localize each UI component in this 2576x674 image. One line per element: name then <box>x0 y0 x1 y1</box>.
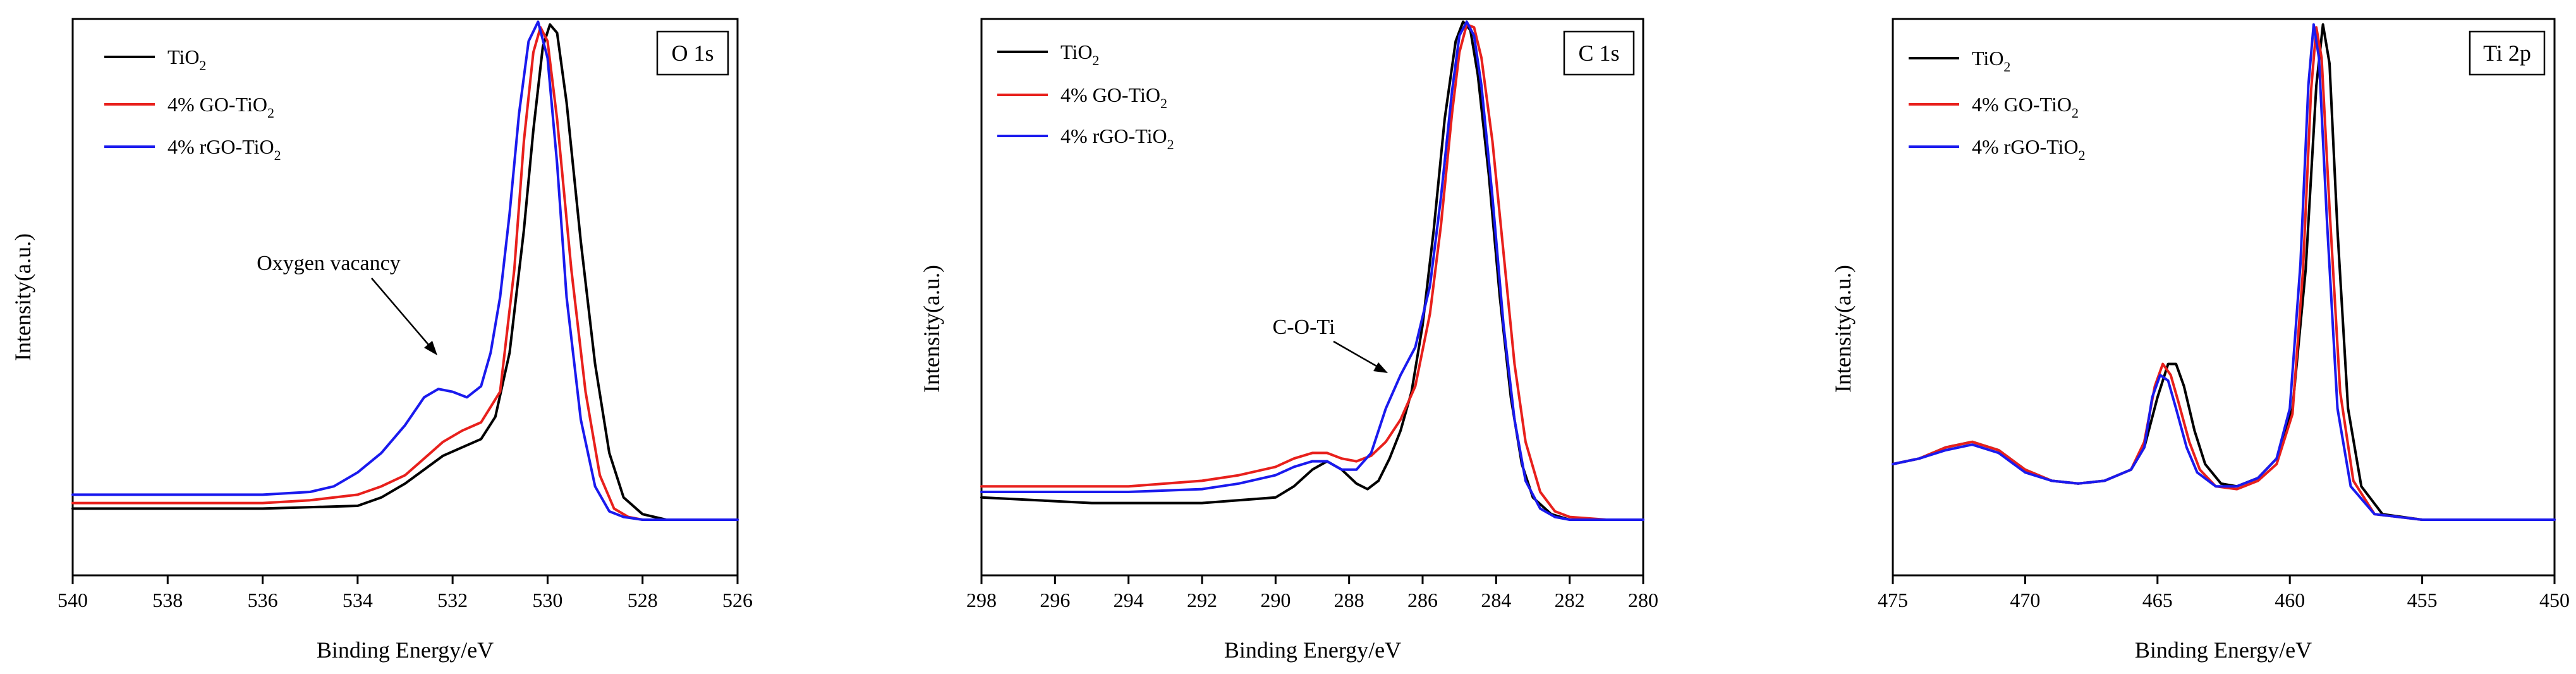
x-ticks: 298 296 294 292 290 288 286 284 282 280 <box>966 575 1658 611</box>
legend: TiO2 4% GO-TiO2 4% rGO-TiO2 <box>104 46 281 163</box>
plot-frame <box>71 18 739 577</box>
panel-label: C 1s <box>1578 40 1619 66</box>
legend-label-go: 4% GO-TiO2 <box>1972 93 2079 121</box>
x-tick-label: 526 <box>722 589 753 611</box>
series-layer <box>1892 23 2556 521</box>
y-axis-title: Intensity(a.u.) <box>1830 265 1856 393</box>
x-tick-label: 290 <box>1260 589 1291 611</box>
x-tick-label: 530 <box>532 589 562 611</box>
x-tick-label: 538 <box>152 589 183 611</box>
series-line-rgo <box>980 20 1644 521</box>
legend-label-tio2: TiO2 <box>167 46 206 73</box>
c1s-panel: 298 296 294 292 290 288 286 284 282 280 TiO2 4% G… <box>919 18 1658 663</box>
x-tick-label: 282 <box>1555 589 1585 611</box>
legend-label-tio2: TiO2 <box>1060 40 1099 68</box>
x-tick-label: 528 <box>628 589 658 611</box>
y-axis-title: Intensity(a.u.) <box>10 233 35 361</box>
o1s-panel: 540 538 536 534 532 530 528 526 TiO2 4% GO-TiO2… <box>10 18 753 663</box>
x-tick-label: 284 <box>1481 589 1511 611</box>
x-tick-label: 288 <box>1334 589 1364 611</box>
x-tick-label: 450 <box>2539 589 2570 611</box>
legend-label-rgo: 4% rGO-TiO2 <box>1972 135 2086 163</box>
x-tick-label: 280 <box>1628 589 1658 611</box>
legend-label-go: 4% GO-TiO2 <box>1060 83 1167 111</box>
x-tick-label: 294 <box>1114 589 1144 611</box>
panel-label-box <box>656 30 729 76</box>
x-tick-label: 455 <box>2407 589 2438 611</box>
annotation-arrowhead <box>1373 362 1388 373</box>
panel-label-box <box>2469 30 2546 76</box>
x-tick-label: 532 <box>437 589 468 611</box>
y-axis-title: Intensity(a.u.) <box>919 265 944 393</box>
panel-label-box <box>1563 30 1635 76</box>
annotation-label: C-O-Ti <box>1273 316 1335 339</box>
series-layer <box>980 20 1644 521</box>
x-tick-label: 475 <box>1878 589 1908 611</box>
annotation-arrow <box>1333 340 1382 370</box>
x-tick-label: 286 <box>1407 589 1438 611</box>
panel-label: Ti 2p <box>2483 40 2531 66</box>
legend: TiO2 4% GO-TiO2 4% rGO-TiO2 <box>997 40 1174 152</box>
legend-label-rgo: 4% rGO-TiO2 <box>167 135 281 163</box>
series-line-rgo <box>1892 23 2556 521</box>
series-layer <box>71 20 739 521</box>
x-ticks: 540 538 536 534 532 530 528 526 <box>58 575 753 611</box>
x-tick-label: 540 <box>58 589 88 611</box>
series-line-tio2 <box>71 23 739 521</box>
plot-frame <box>1892 18 2556 577</box>
series-line-rgo <box>71 20 739 521</box>
annotation-label: Oxygen vacancy <box>257 252 401 275</box>
plot-frame <box>980 18 1644 577</box>
series-line-go <box>1892 26 2556 521</box>
series-line-go <box>980 23 1644 521</box>
annotation-arrow <box>371 278 432 349</box>
legend-label-go: 4% GO-TiO2 <box>167 93 274 121</box>
x-tick-label: 296 <box>1040 589 1070 611</box>
x-axis-title: Binding Energy/eV <box>317 637 494 663</box>
x-axis-title: Binding Energy/eV <box>1224 637 1401 663</box>
panel-label: O 1s <box>671 40 714 66</box>
annotation-arrowhead <box>424 341 437 355</box>
legend: TiO2 4% GO-TiO2 4% rGO-TiO2 <box>1909 47 2086 163</box>
legend-label-rgo: 4% rGO-TiO2 <box>1060 125 1174 152</box>
x-axis-title: Binding Energy/eV <box>2135 637 2312 663</box>
series-line-go <box>71 26 739 521</box>
x-ticks: 475 470 465 460 455 450 <box>1878 575 2570 611</box>
x-tick-label: 292 <box>1187 589 1217 611</box>
x-tick-label: 460 <box>2275 589 2305 611</box>
x-tick-label: 536 <box>248 589 278 611</box>
x-tick-label: 534 <box>343 589 373 611</box>
legend-label-tio2: TiO2 <box>1972 47 2010 75</box>
x-tick-label: 470 <box>2010 589 2040 611</box>
x-tick-label: 298 <box>966 589 997 611</box>
ti2p-panel: 475 470 465 460 455 450 TiO2 4% GO-TiO2 4% rG… <box>1830 18 2570 663</box>
x-tick-label: 465 <box>2142 589 2173 611</box>
